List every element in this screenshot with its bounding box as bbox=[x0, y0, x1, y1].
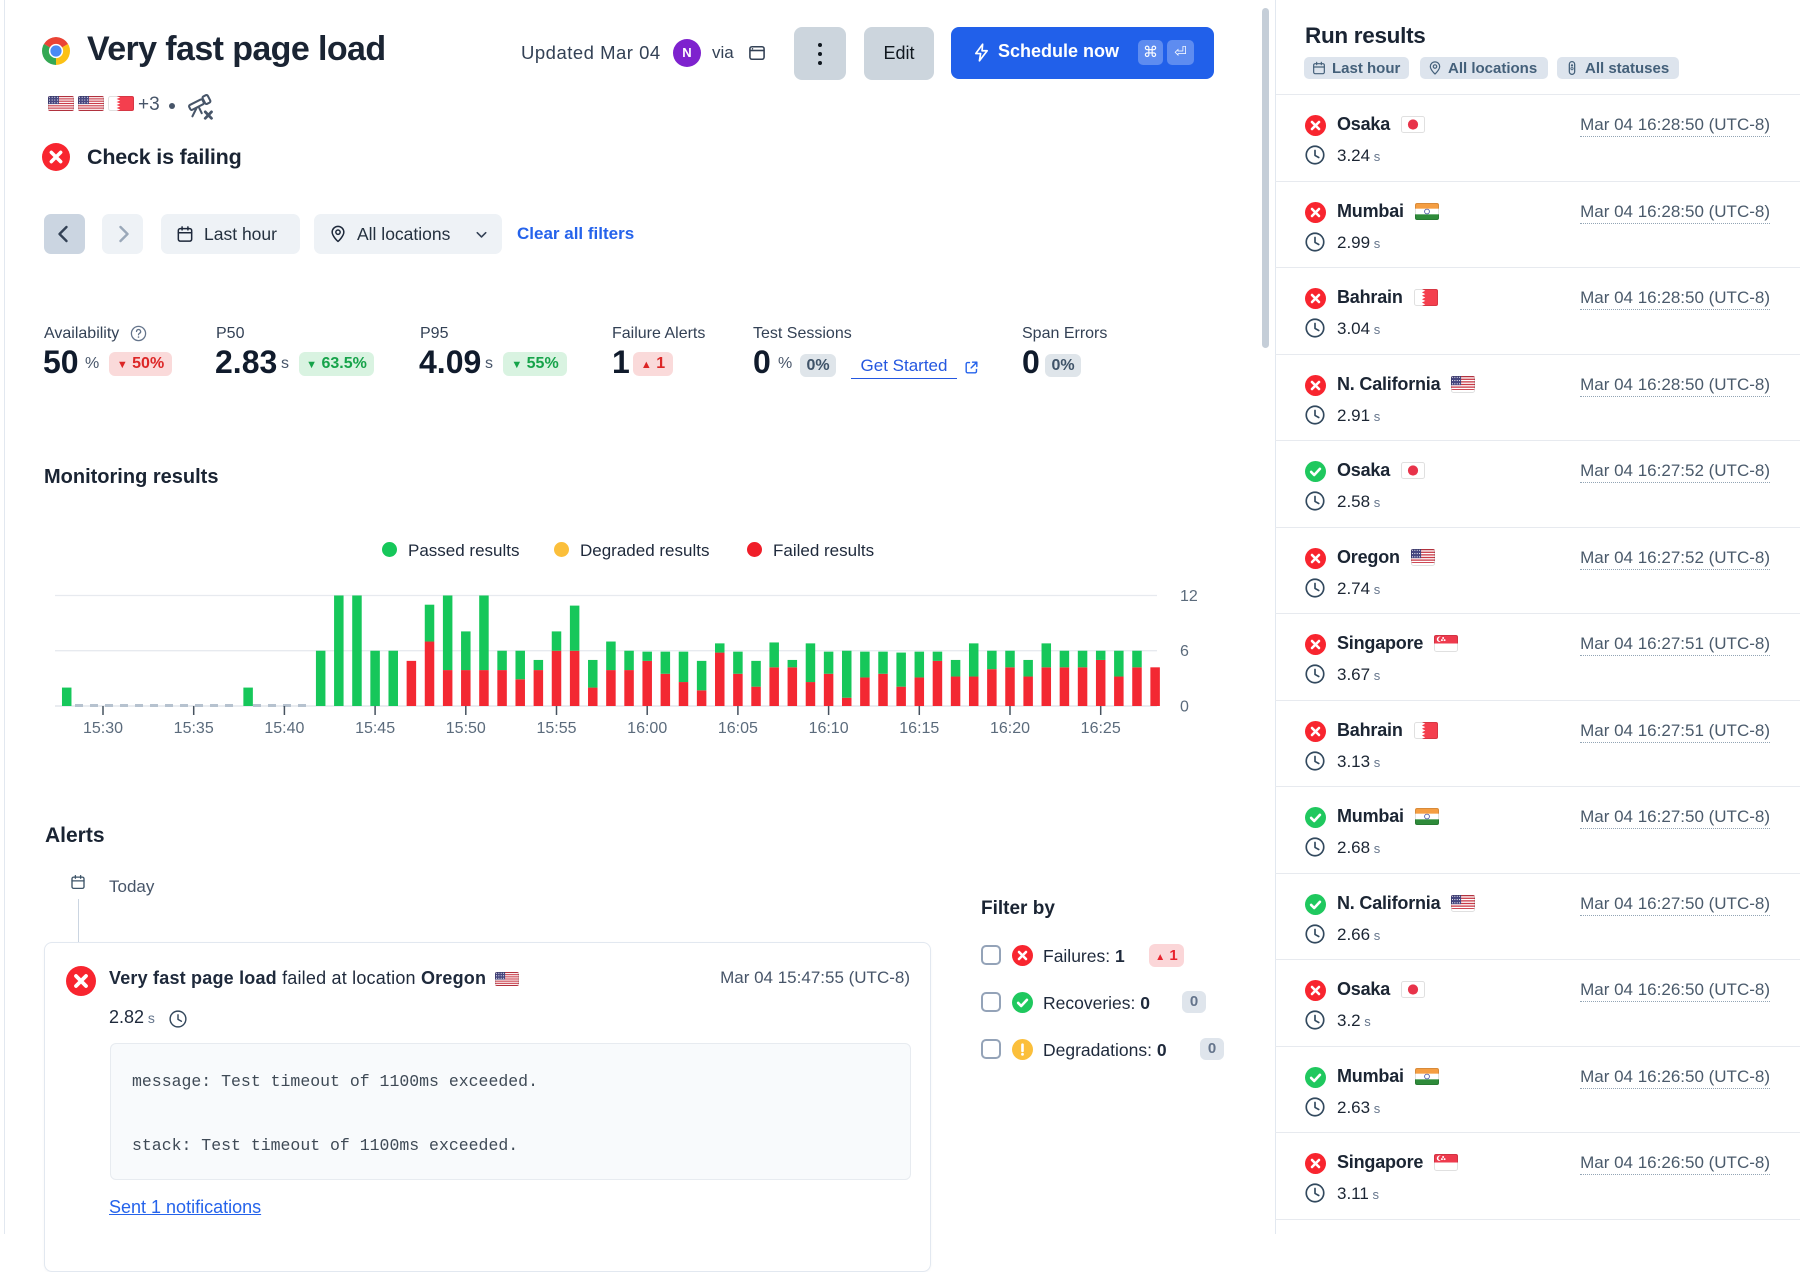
svg-text:15:55: 15:55 bbox=[536, 720, 576, 737]
svg-text:6: 6 bbox=[1180, 643, 1189, 660]
svg-text:16:10: 16:10 bbox=[809, 720, 849, 737]
svg-text:15:40: 15:40 bbox=[264, 720, 304, 737]
svg-text:16:05: 16:05 bbox=[718, 720, 758, 737]
svg-text:16:25: 16:25 bbox=[1081, 720, 1121, 737]
svg-text:15:45: 15:45 bbox=[355, 720, 395, 737]
svg-text:16:00: 16:00 bbox=[627, 720, 667, 737]
svg-text:12: 12 bbox=[1180, 588, 1198, 605]
svg-text:15:50: 15:50 bbox=[446, 720, 486, 737]
svg-text:0: 0 bbox=[1180, 699, 1189, 716]
svg-text:16:20: 16:20 bbox=[990, 720, 1030, 737]
svg-text:16:15: 16:15 bbox=[899, 720, 939, 737]
svg-text:15:35: 15:35 bbox=[174, 720, 214, 737]
svg-text:15:30: 15:30 bbox=[83, 720, 123, 737]
